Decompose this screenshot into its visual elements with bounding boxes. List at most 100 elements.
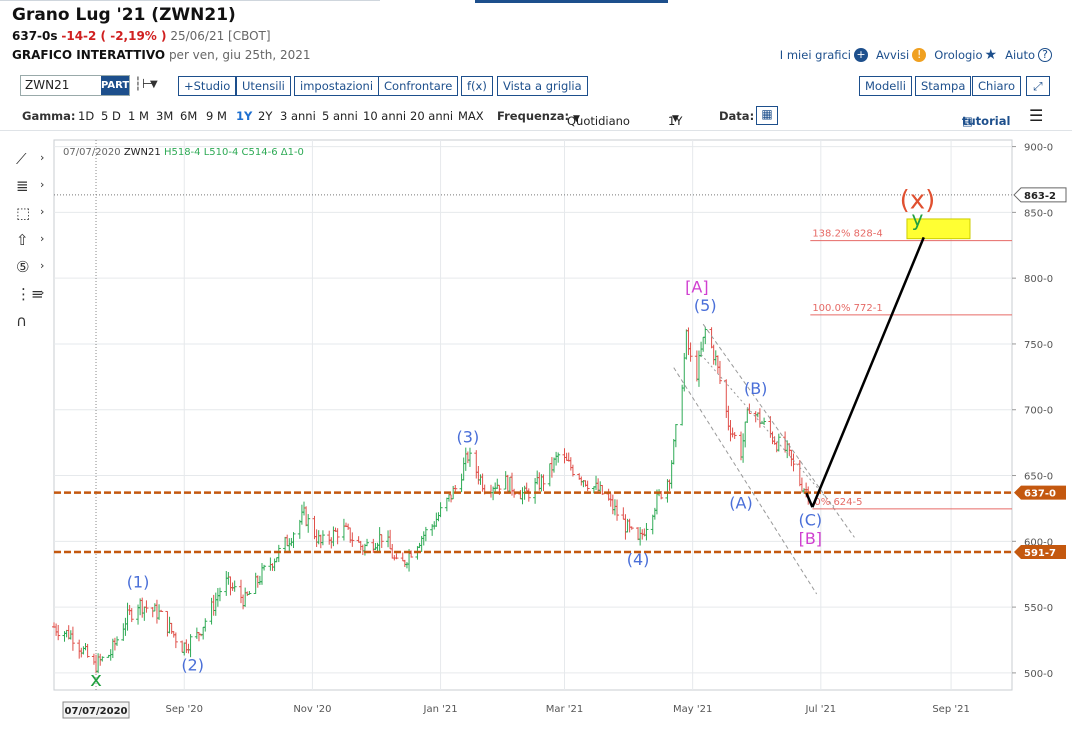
wave-label: y [912, 207, 924, 231]
wave-label: (5) [694, 296, 717, 315]
help-link[interactable]: Aiuto? [1005, 48, 1052, 63]
x-tick-label: Mar '21 [546, 704, 584, 715]
period-value: 1Y [668, 114, 683, 128]
wave-label: [A] [685, 278, 708, 297]
my-charts-link[interactable]: I miei grafici + [779, 47, 869, 63]
chevron-down-icon: ▼ [573, 114, 580, 124]
y-tick-label: 800-0 [1024, 274, 1053, 285]
compare-button[interactable]: Confrontare [378, 76, 459, 96]
tools-button[interactable]: Utensili [236, 76, 291, 96]
marker-level-label: 863-2 [1024, 191, 1056, 202]
wave-label: x [90, 667, 102, 691]
last-price: 637-0s [12, 29, 58, 43]
quote-date: 25/06/21 [CBOT] [170, 29, 271, 43]
range-6m[interactable]: 6M [180, 109, 198, 123]
range-3m[interactable]: 3M [156, 109, 174, 123]
range-10y[interactable]: 10 anni [363, 109, 407, 123]
function-button[interactable]: f(x) [461, 76, 493, 96]
wave-label: [B] [799, 529, 822, 548]
my-charts-label: I miei grafici [779, 47, 852, 62]
arrow-tool[interactable]: ⇧ › [16, 231, 52, 253]
frequency-label: Frequenza: [497, 109, 570, 123]
crosshair-date-label: 07/07/2020 [65, 706, 128, 717]
range-3y[interactable]: 3 anni [280, 109, 316, 123]
templates-button[interactable]: Modelli [859, 76, 912, 96]
range-9m[interactable]: 9 M [206, 109, 227, 123]
x-tick-label: May '21 [673, 704, 712, 715]
calendar-icon[interactable]: ▦ [756, 106, 778, 125]
alert-icon: ! [912, 48, 927, 63]
toolbar-divider [0, 130, 1072, 131]
clock-link[interactable]: Orologio ★ [934, 47, 997, 63]
help-icon: ? [1038, 48, 1052, 63]
alerts-link[interactable]: Avvisi! [876, 47, 927, 63]
grid-view-button[interactable]: Vista a griglia [497, 76, 588, 96]
projection-line [811, 236, 925, 508]
menu-icon[interactable]: ☰ [1029, 106, 1044, 125]
print-button[interactable]: Stampa [915, 76, 972, 96]
top-links: I miei grafici + Avvisi! Orologio ★ Aiuto? [780, 47, 1052, 63]
arrow-up-icon: ⇧ [16, 231, 29, 249]
x-tick-label: Jul '21 [804, 704, 836, 715]
help-label: Aiuto [1005, 47, 1035, 62]
bar-type-icon[interactable]: ┆⊢ [134, 77, 154, 92]
range-5y[interactable]: 5 anni [322, 109, 358, 123]
range-20y[interactable]: 20 anni [410, 109, 454, 123]
studio-button[interactable]: +Studio [178, 76, 237, 96]
wave-label: (3) [457, 428, 480, 447]
ohlc-label: 07/07/2020 ZWN21 H518-4 L510-4 C514-6 Δ1… [63, 147, 304, 158]
ohlc-date: 07/07/2020 [63, 147, 121, 158]
range-1m[interactable]: 1 M [128, 109, 149, 123]
wave-count-icon: ⑤ [16, 258, 30, 276]
range-max[interactable]: MAX [458, 109, 484, 123]
range-2y[interactable]: 2Y [258, 109, 273, 123]
fib-tool[interactable]: ≣ › [16, 177, 52, 199]
projection-hook [805, 492, 814, 508]
wave-label: (B) [744, 379, 767, 398]
chevron-right-icon: › [40, 151, 45, 164]
y-tick-label: 700-0 [1024, 406, 1053, 417]
x-tick-label: Sep '21 [932, 704, 970, 715]
channel-line [673, 367, 818, 595]
chevron-right-icon: › [40, 178, 45, 191]
wave-label: (x) [900, 185, 936, 215]
plus-icon: + [854, 48, 869, 63]
shape-tool[interactable]: ⬚ › [16, 204, 52, 226]
line-tool[interactable]: ⟋ › [16, 150, 52, 172]
alerts-label: Avvisi [876, 47, 910, 62]
range-bar: Gamma: 1D 5 D 1 M 3M 6M 9 M 1Y 2Y 3 anni… [0, 104, 1072, 128]
x-tick-label: Jan '21 [423, 704, 458, 715]
chevron-down-icon: ▼ [672, 114, 679, 124]
part-button[interactable]: PART [101, 76, 129, 95]
price-change: -14-2 ( -2,19% ) [61, 29, 167, 43]
chart-date-text: per ven, giu 25th, 2021 [168, 48, 311, 62]
ohlc-high: H518-4 [161, 147, 201, 158]
range-1d[interactable]: 1D [78, 109, 95, 123]
wave-label: (C) [798, 511, 822, 530]
symbol-input[interactable]: ZWN21 [20, 75, 130, 96]
magnet-icon: ∩ [16, 312, 27, 330]
ohlc-change: Δ1-0 [278, 147, 304, 158]
expand-icon[interactable]: ⤢ [1026, 76, 1050, 96]
range-5d[interactable]: 5 D [101, 109, 121, 123]
support-tag [1014, 545, 1066, 560]
rectangle-icon: ⬚ [16, 204, 31, 222]
wave-label: (4) [627, 550, 650, 569]
pattern-tool[interactable]: ⋮≡ › [16, 285, 52, 307]
wave-label: (1) [127, 572, 150, 591]
chevron-right-icon: › [40, 205, 45, 218]
range-label: Gamma: [22, 109, 76, 123]
y-tick-label: 650-0 [1024, 472, 1053, 483]
price-quote: 637-0s -14-2 ( -2,19% ) 25/06/21 [CBOT] [12, 29, 271, 43]
chevron-down-icon[interactable]: ▼ [150, 79, 158, 90]
chart-subtitle: GRAFICO INTERATTIVO per ven, giu 25th, 2… [12, 48, 311, 62]
wave-label: (2) [181, 655, 204, 674]
y-tick-label: 900-0 [1024, 143, 1053, 154]
chevron-right-icon: › [40, 232, 45, 245]
wave-tool[interactable]: ⑤ › [16, 258, 52, 280]
target-box [906, 218, 971, 240]
range-1y[interactable]: 1Y [236, 109, 253, 123]
light-theme-button[interactable]: Chiaro [972, 76, 1022, 96]
magnet-tool[interactable]: ∩ [16, 312, 52, 334]
